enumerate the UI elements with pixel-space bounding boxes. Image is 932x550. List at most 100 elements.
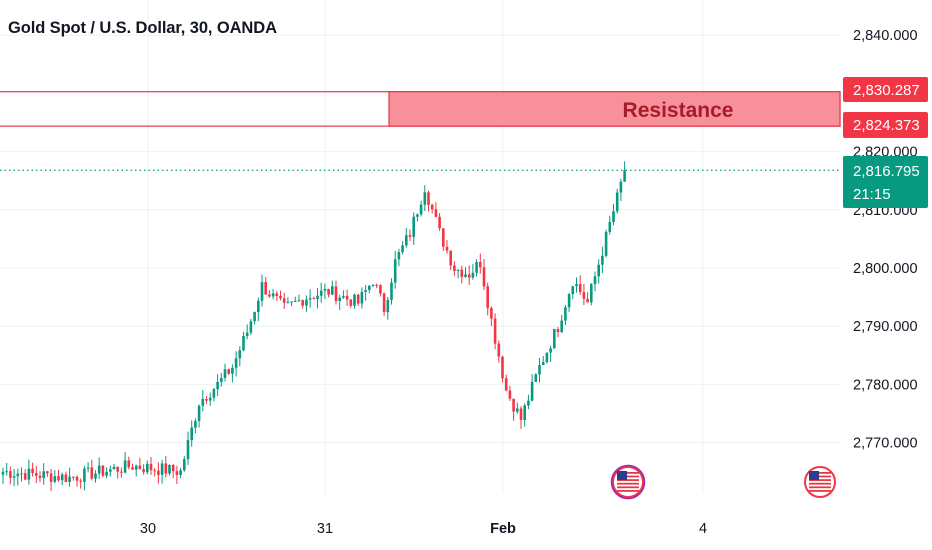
candle-body	[60, 474, 64, 481]
candle-body	[338, 297, 341, 302]
candle-body	[379, 285, 382, 294]
candle-body	[430, 204, 434, 210]
candle-body	[416, 214, 419, 217]
candle-body	[105, 471, 108, 476]
candle-body	[523, 405, 526, 420]
candle-body	[567, 294, 571, 308]
candle-body	[608, 222, 612, 232]
candle-body	[508, 390, 512, 399]
candle-body	[549, 348, 552, 353]
candlestick-series[interactable]	[1, 161, 626, 492]
candle-body	[153, 470, 156, 472]
candle-body	[460, 269, 464, 277]
candle-body	[112, 466, 116, 470]
candle-body	[294, 300, 297, 302]
candle-body	[364, 290, 367, 292]
time-tick-label: Feb	[490, 521, 516, 537]
candle-body	[220, 377, 223, 382]
candle-body	[593, 276, 597, 285]
candle-body	[342, 295, 345, 298]
us-flag-icon[interactable]	[610, 464, 646, 500]
candle-body	[615, 192, 619, 212]
candle-body	[268, 294, 271, 297]
price-tick-label: 2,800.000	[853, 261, 918, 277]
candle-body	[120, 471, 123, 473]
candle-body	[368, 285, 371, 291]
candle-body	[453, 265, 456, 272]
candle-body	[27, 468, 31, 480]
candle-body	[160, 463, 164, 475]
candle-body	[79, 480, 82, 482]
candle-body	[371, 284, 375, 286]
time-tick-label: 31	[317, 521, 333, 537]
candle-body	[138, 465, 142, 470]
candle-body	[94, 473, 97, 479]
candle-body	[38, 475, 42, 478]
candle-body	[186, 440, 190, 460]
candle-body	[253, 312, 256, 322]
candle-body	[530, 381, 534, 401]
candle-body	[171, 464, 175, 472]
candle-body	[90, 467, 94, 479]
candle-body	[545, 352, 549, 363]
candle-body	[553, 329, 556, 349]
candle-body	[331, 286, 334, 295]
chart-grid	[0, 0, 840, 494]
candle-body	[501, 356, 504, 379]
candle-body	[319, 290, 323, 296]
candle-body	[479, 262, 482, 268]
candle-body	[334, 286, 338, 302]
candle-body	[386, 299, 390, 313]
last-price-tag-bg	[843, 156, 928, 208]
us-flag-icon[interactable]	[804, 466, 836, 498]
candle-body	[390, 282, 393, 300]
last-price-tag: 2,816.795 21:15	[843, 156, 928, 208]
candle-body	[5, 471, 8, 473]
candle-body	[109, 469, 112, 472]
candle-body	[467, 274, 471, 278]
candle-body	[445, 246, 449, 251]
candle-body	[556, 329, 560, 333]
candle-body	[16, 473, 20, 477]
economic-events[interactable]	[610, 464, 836, 500]
candle-body	[46, 471, 49, 474]
candle-body	[405, 235, 408, 246]
resistance-zone[interactable]	[388, 91, 841, 127]
candle-body	[197, 405, 201, 421]
candle-body	[282, 298, 286, 303]
candle-body	[86, 467, 90, 469]
candle-body	[538, 364, 541, 375]
candle-body	[264, 282, 267, 295]
candle-body	[20, 473, 23, 475]
candle-body	[9, 471, 12, 478]
candle-body	[208, 397, 212, 401]
candle-body	[590, 284, 593, 303]
chart-title: Gold Spot / U.S. Dollar, 30, OANDA	[8, 19, 277, 37]
candle-body	[623, 170, 626, 182]
candle-body	[72, 476, 75, 478]
price-tick-label: 2,770.000	[853, 436, 918, 452]
candle-body	[164, 463, 168, 474]
candle-body	[564, 307, 567, 321]
candle-body	[456, 269, 460, 272]
candle-body	[323, 288, 327, 291]
candle-body	[360, 291, 364, 304]
candle-body	[449, 250, 452, 266]
candle-body	[183, 459, 186, 471]
candle-body	[238, 350, 242, 359]
candle-body	[190, 427, 193, 441]
candle-body	[427, 192, 430, 205]
candle-body	[345, 295, 349, 300]
candle-body	[438, 216, 441, 229]
candle-body	[305, 299, 308, 306]
time-axis[interactable]: 30 31 Feb 4	[140, 521, 707, 537]
candle-body	[604, 231, 608, 256]
candle-body	[131, 467, 134, 470]
candle-body	[42, 471, 45, 478]
candle-body	[497, 343, 501, 357]
candle-body	[412, 216, 415, 237]
candle-body	[464, 274, 467, 277]
candle-body	[327, 288, 330, 295]
candle-body	[179, 470, 182, 475]
